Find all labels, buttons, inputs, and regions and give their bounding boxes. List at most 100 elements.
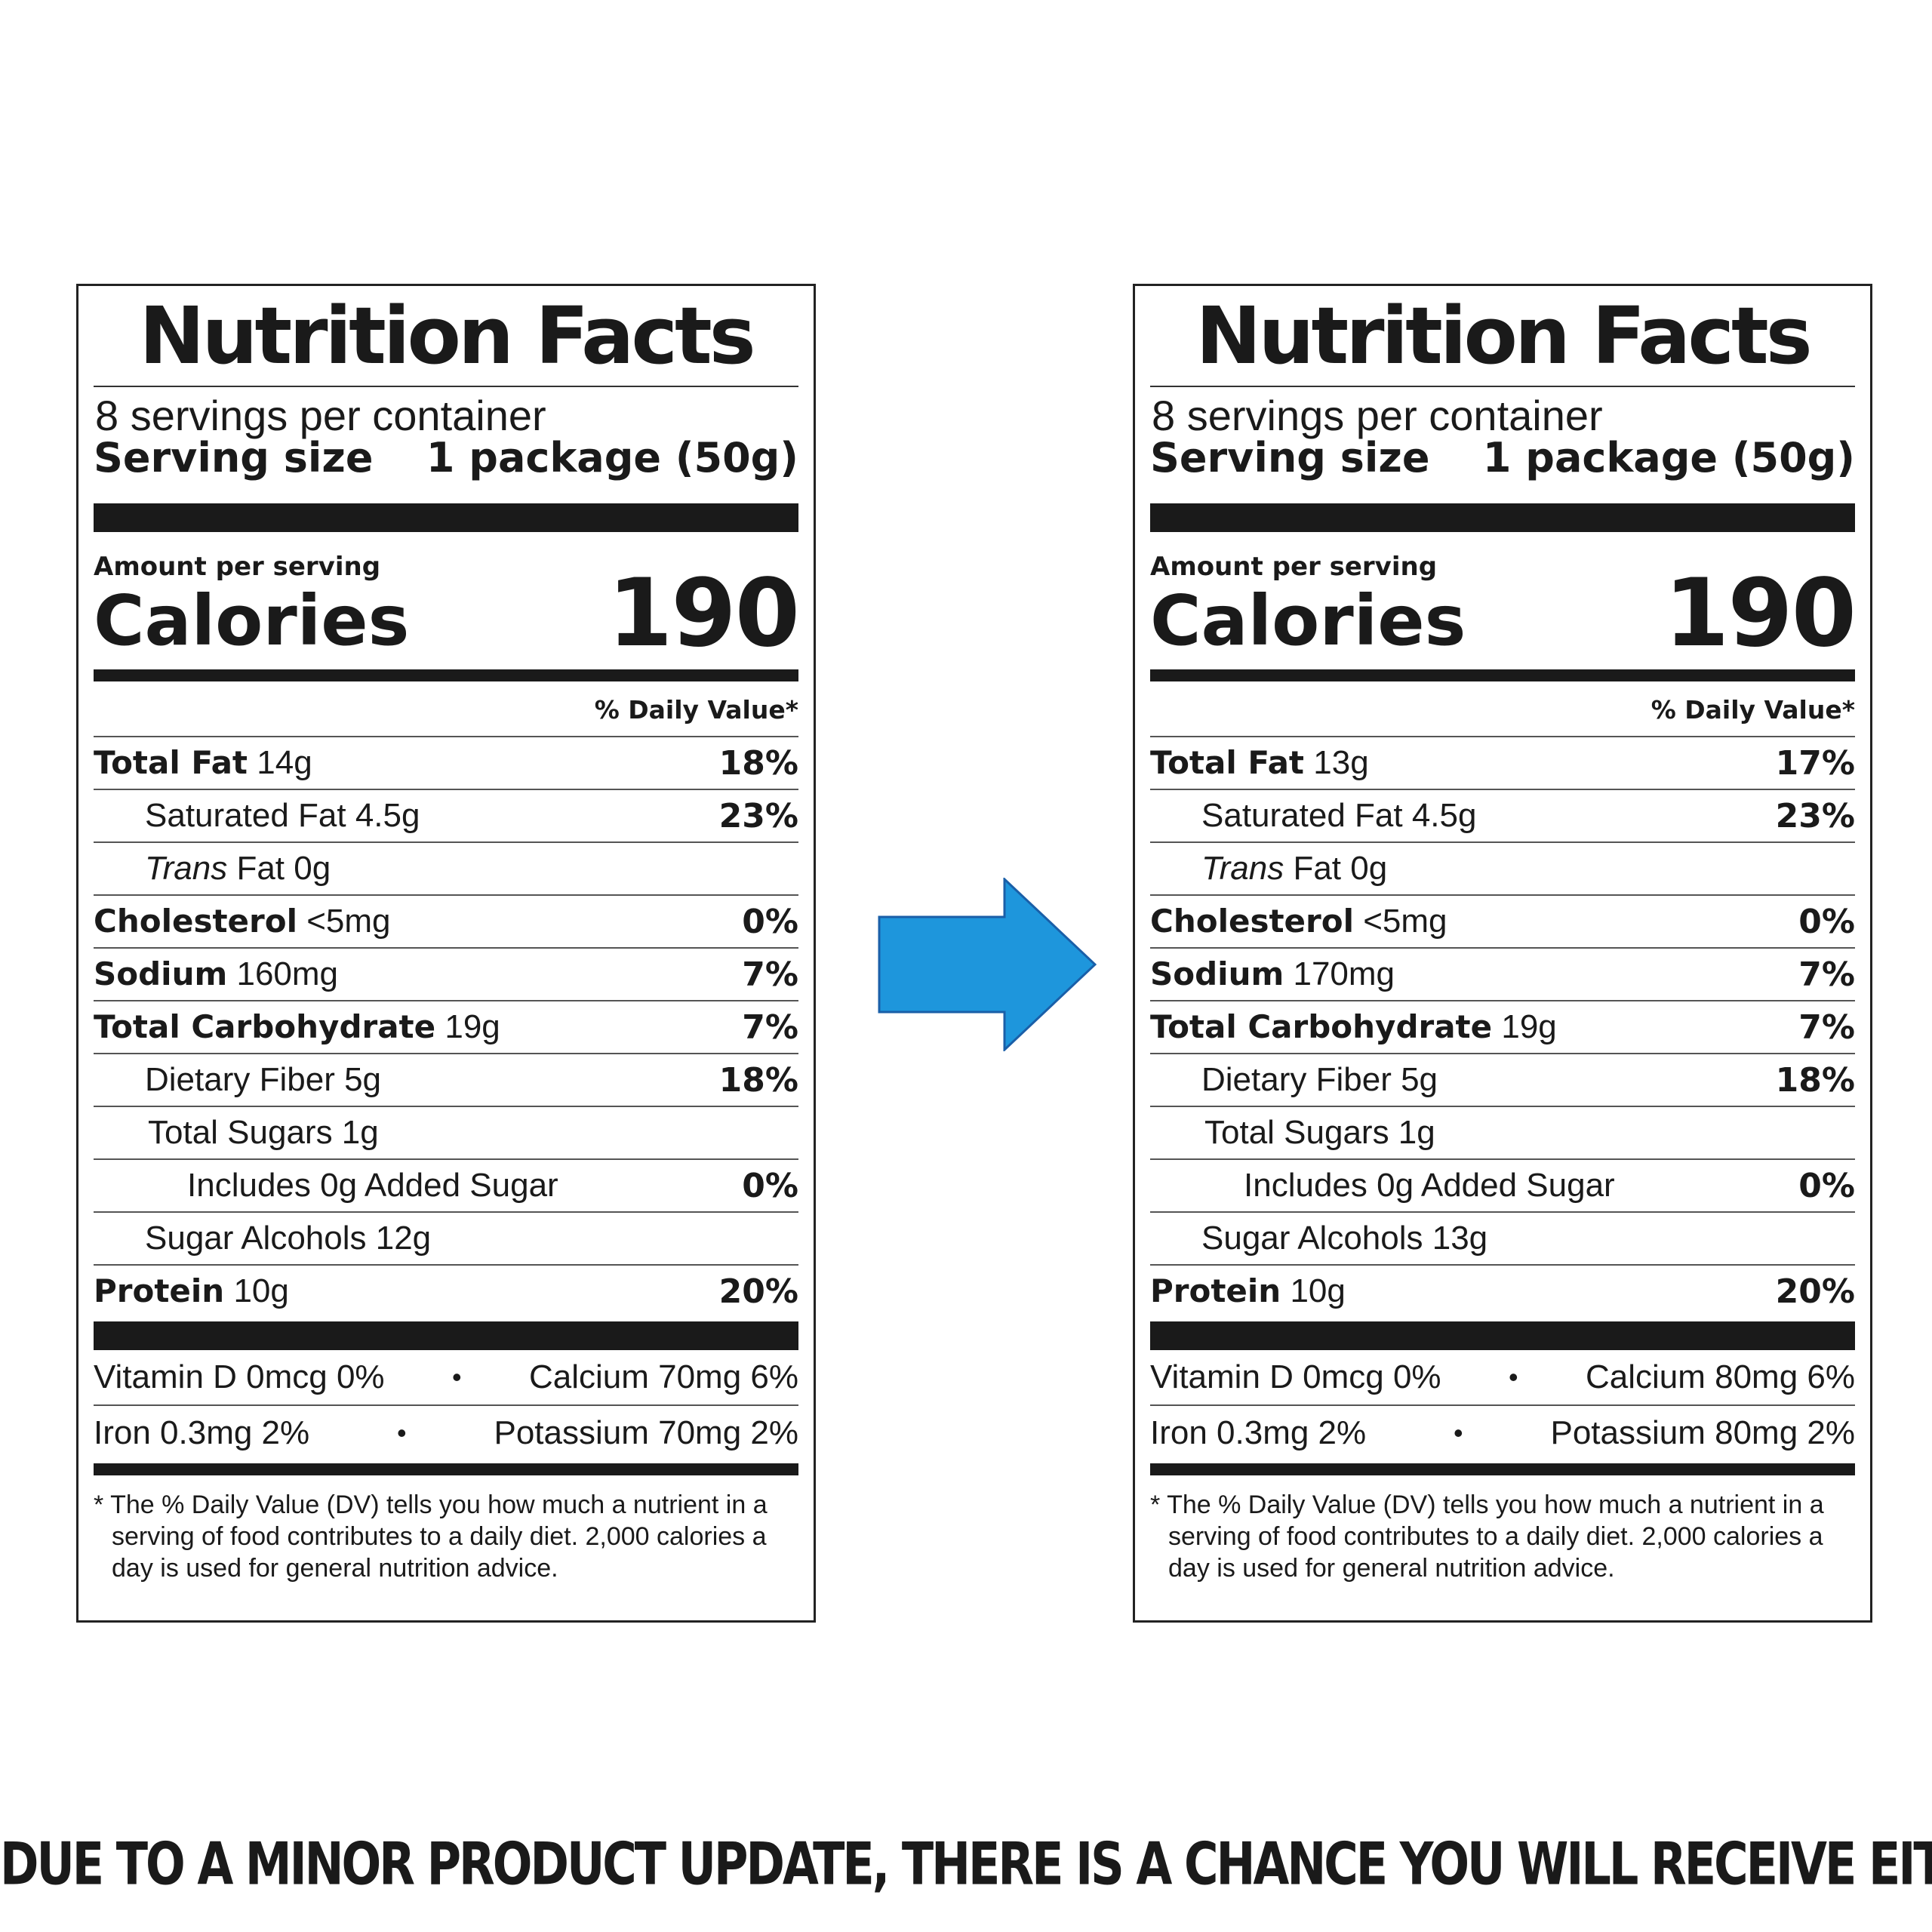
calories-label: Calories: [94, 580, 410, 661]
nutrient-row-cholesterol: Cholesterol <5mg 0%: [1150, 894, 1855, 947]
amount-per-serving: Amount per serving: [94, 552, 381, 582]
right-arrow-icon: [878, 878, 1097, 1051]
vitamin-row: Iron 0.3mg 2% • Potassium 80mg 2%: [1150, 1404, 1855, 1460]
nutrient-name: Total Sugars 1g: [148, 1114, 379, 1151]
nutrient-name: Dietary Fiber 5g: [145, 1061, 382, 1098]
nutrient-row-protein: Protein 10g 20%: [1150, 1264, 1855, 1317]
nutrition-label-updated: Nutrition Facts 8 servings per container…: [1133, 284, 1872, 1623]
calories-value: 190: [1664, 559, 1857, 668]
nutrient-name: Includes 0g Added Sugar: [1244, 1167, 1615, 1204]
serving-size-value: 1 package (50g): [426, 434, 798, 481]
nutrient-amount: 13g: [1313, 744, 1369, 781]
nutrient-amount: 10g: [233, 1272, 289, 1309]
nutrient-row-trans-fat: Trans Fat 0g: [94, 841, 798, 894]
nutrient-dv: 18%: [718, 1060, 798, 1100]
bullet: •: [1454, 1417, 1463, 1448]
vitamin-right: Calcium 70mg 6%: [528, 1358, 798, 1395]
bullet: •: [397, 1417, 407, 1448]
divider: [94, 386, 798, 387]
nutrient-name: Protein: [1150, 1272, 1281, 1309]
nutrient-row-total-sugars: Total Sugars 1g: [1150, 1106, 1855, 1158]
servings-per-container: 8 servings per container: [1152, 392, 1603, 439]
nutrient-name: Sugar Alcohols 12g: [145, 1220, 432, 1257]
nutrient-dv: 7%: [1798, 1008, 1855, 1047]
nutrient-row-total-sugars: Total Sugars 1g: [94, 1106, 798, 1158]
nutrient-name-italic: Trans: [145, 850, 228, 887]
nutrient-row-protein: Protein 10g 20%: [94, 1264, 798, 1317]
daily-value-header: % Daily Value*: [1651, 695, 1855, 724]
nutrient-dv: 23%: [718, 796, 798, 835]
nutrient-row-dietary-fiber: Dietary Fiber 5g 18%: [1150, 1053, 1855, 1106]
medium-divider: [1150, 669, 1855, 681]
nutrient-row-cholesterol: Cholesterol <5mg 0%: [94, 894, 798, 947]
nutrient-dv: 0%: [742, 902, 798, 941]
nutrient-amount: <5mg: [306, 903, 391, 940]
daily-value-header: % Daily Value*: [594, 695, 798, 724]
nutrient-dv: 20%: [718, 1272, 798, 1311]
vitamin-left: Iron 0.3mg 2%: [94, 1414, 310, 1451]
thick-divider: [1150, 503, 1855, 532]
nutrient-name: Fat 0g: [1284, 850, 1388, 887]
nutrient-row-sodium: Sodium 170mg 7%: [1150, 947, 1855, 1000]
calories-row: Calories 190: [1150, 567, 1857, 661]
nutrient-name: Sugar Alcohols 13g: [1201, 1220, 1488, 1257]
nutrient-dv: 7%: [742, 955, 798, 994]
nutrient-row-trans-fat: Trans Fat 0g: [1150, 841, 1855, 894]
nutrient-row-saturated-fat: Saturated Fat 4.5g 23%: [1150, 789, 1855, 841]
nutrient-name: Dietary Fiber 5g: [1201, 1061, 1438, 1098]
nutrient-dv: 20%: [1775, 1272, 1855, 1311]
vitamin-left: Iron 0.3mg 2%: [1150, 1414, 1367, 1451]
nutrient-name: Includes 0g Added Sugar: [187, 1167, 558, 1204]
thick-divider: [94, 1321, 798, 1350]
nutrition-label-original: Nutrition Facts 8 servings per container…: [76, 284, 816, 1623]
nutrient-row-sodium: Sodium 160mg 7%: [94, 947, 798, 1000]
nutrient-amount: 170mg: [1293, 955, 1395, 992]
nutrient-dv: 17%: [1775, 743, 1855, 783]
nutrient-name: Cholesterol: [94, 903, 297, 940]
bullet: •: [1508, 1361, 1518, 1392]
nutrient-name: Total Fat: [1150, 744, 1305, 781]
label-title: Nutrition Facts: [1195, 290, 1812, 382]
nutrient-amount: 19g: [1501, 1008, 1557, 1045]
arrow-shape: [878, 878, 1097, 1051]
serving-size: Serving size 1 package (50g): [94, 435, 798, 487]
vitamin-right: Potassium 80mg 2%: [1550, 1414, 1855, 1451]
vitamin-right: Calcium 80mg 6%: [1585, 1358, 1855, 1395]
nutrient-row-added-sugar: Includes 0g Added Sugar 0%: [1150, 1158, 1855, 1211]
nutrient-dv: 18%: [718, 743, 798, 783]
serving-size-label: Serving size: [94, 434, 374, 481]
nutrient-row-total-carbohydrate: Total Carbohydrate 19g 7%: [1150, 1000, 1855, 1053]
daily-value-footnote: * The % Daily Value (DV) tells you how m…: [1150, 1491, 1824, 1583]
calories-label: Calories: [1150, 580, 1466, 661]
nutrient-row-sugar-alcohols: Sugar Alcohols 13g: [1150, 1211, 1855, 1264]
nutrient-dv: 23%: [1775, 796, 1855, 835]
vitamin-left: Vitamin D 0mcg 0%: [94, 1358, 385, 1395]
nutrient-row-added-sugar: Includes 0g Added Sugar 0%: [94, 1158, 798, 1211]
vitamin-row: Iron 0.3mg 2% • Potassium 70mg 2%: [94, 1404, 798, 1460]
nutrient-name: Saturated Fat 4.5g: [1201, 797, 1477, 834]
nutrient-dv: 0%: [1798, 902, 1855, 941]
product-update-notice: DUE TO A MINOR PRODUCT UPDATE, THERE IS …: [0, 1829, 1932, 1898]
nutrient-name-italic: Trans: [1201, 850, 1284, 887]
nutrient-row-saturated-fat: Saturated Fat 4.5g 23%: [94, 789, 798, 841]
nutrient-amount: <5mg: [1363, 903, 1447, 940]
serving-size-label: Serving size: [1150, 434, 1430, 481]
servings-per-container: 8 servings per container: [95, 392, 546, 439]
nutrient-amount: 160mg: [236, 955, 339, 992]
nutrient-row-total-fat: Total Fat 14g 18%: [94, 736, 798, 789]
nutrient-name: Cholesterol: [1150, 903, 1354, 940]
medium-divider: [1150, 1463, 1855, 1475]
calories-row: Calories 190: [94, 567, 800, 661]
calories-value: 190: [608, 559, 800, 668]
thick-divider: [1150, 1321, 1855, 1350]
nutrient-name: Protein: [94, 1272, 225, 1309]
amount-per-serving: Amount per serving: [1150, 552, 1438, 582]
nutrient-amount: 14g: [257, 744, 312, 781]
vitamin-row: Vitamin D 0mcg 0% • Calcium 80mg 6%: [1150, 1350, 1855, 1404]
nutrient-name: Sodium: [1150, 955, 1284, 992]
nutrient-name: Saturated Fat 4.5g: [145, 797, 420, 834]
nutrient-row-sugar-alcohols: Sugar Alcohols 12g: [94, 1211, 798, 1264]
nutrient-dv: 7%: [1798, 955, 1855, 994]
nutrient-name: Fat 0g: [227, 850, 331, 887]
nutrient-row-total-fat: Total Fat 13g 17%: [1150, 736, 1855, 789]
